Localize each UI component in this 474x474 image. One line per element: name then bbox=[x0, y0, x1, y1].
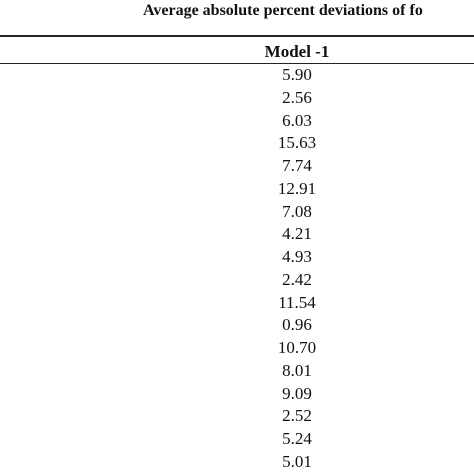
table-cell: 5.24 bbox=[282, 429, 312, 449]
table-cell: 7.74 bbox=[282, 156, 312, 176]
table-cell: 2.56 bbox=[282, 87, 312, 107]
table-cell: 0.96 bbox=[282, 315, 312, 335]
table-cell: 9.09 bbox=[282, 383, 312, 403]
table-cell: 8.01 bbox=[282, 360, 312, 380]
table-cell: 6.03 bbox=[282, 110, 312, 130]
table-cell: 4.21 bbox=[282, 224, 312, 244]
table-cell: 5.01 bbox=[282, 451, 312, 471]
table-cell: 2.52 bbox=[282, 406, 312, 426]
table-cell: 12.91 bbox=[277, 178, 317, 198]
top-rule bbox=[0, 35, 474, 37]
column-header: Model -1 bbox=[264, 42, 330, 61]
table-cell: 5.90 bbox=[282, 65, 312, 84]
table-cell: 10.70 bbox=[277, 338, 317, 358]
table-cell: 7.08 bbox=[282, 201, 312, 221]
table-title: Average absolute percent deviations of f… bbox=[143, 2, 423, 19]
table-cell: 15.63 bbox=[277, 133, 317, 153]
table-cell: 4.93 bbox=[282, 247, 312, 267]
table-cell: 11.54 bbox=[278, 292, 316, 312]
header-rule bbox=[0, 63, 474, 64]
table-cell: 2.42 bbox=[282, 269, 312, 289]
